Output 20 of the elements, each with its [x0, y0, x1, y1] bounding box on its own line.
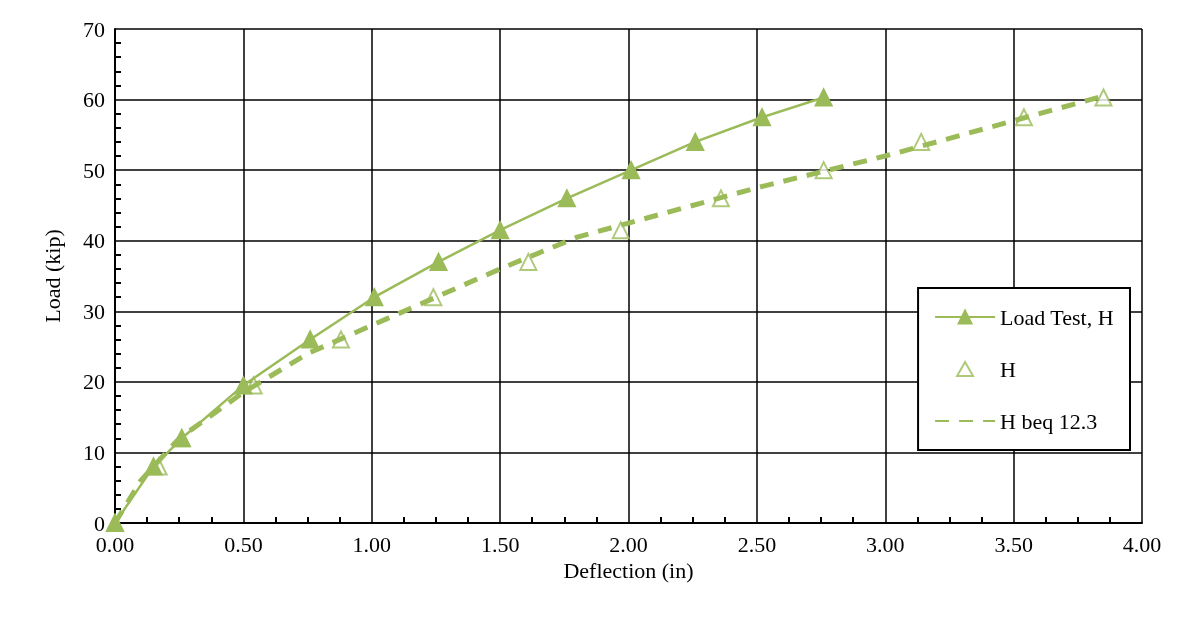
- x-tick-label: 1.50: [480, 531, 520, 557]
- x-tick-label: 3.50: [994, 531, 1033, 557]
- y-tick-label: 20: [83, 369, 105, 395]
- x-tick-label: 2.50: [737, 531, 777, 557]
- legend-label: H beq 12.3: [1000, 408, 1098, 434]
- x-tick-label: 3.00: [866, 531, 905, 557]
- legend-label: Load Test, H: [1000, 304, 1114, 330]
- x-tick-label: 4.00: [1122, 531, 1162, 557]
- y-tick-label: 40: [83, 228, 105, 254]
- y-axis-title: Load (kip): [39, 229, 65, 323]
- y-tick-label: 50: [83, 157, 105, 183]
- y-tick-label: 30: [83, 298, 105, 324]
- y-tick-label: 60: [83, 87, 105, 113]
- x-axis-title: Deflection (in): [563, 558, 694, 584]
- x-tick-label: 0.50: [224, 531, 263, 557]
- legend-label: H: [1000, 356, 1017, 382]
- y-tick-label: 70: [83, 16, 105, 42]
- x-tick-label: 1.00: [352, 531, 391, 557]
- x-tick-label: 2.00: [609, 531, 648, 557]
- y-tick-label: 10: [83, 439, 105, 465]
